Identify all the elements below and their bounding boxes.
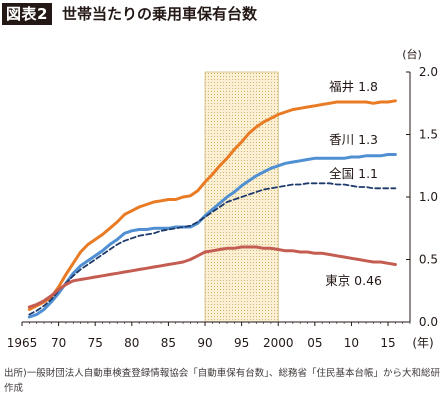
figure-number-badge: 図表2 — [2, 3, 52, 25]
series-line-1 — [27, 99, 397, 311]
series-line-2 — [27, 153, 397, 319]
x-tick-label: 10 — [344, 336, 359, 350]
series-label-2: 香川 1.3 — [329, 132, 378, 147]
source-note: 出所)一般財団法人自動車検査登録情報協会「自動車保有台数」、総務省「住民基本台帳… — [4, 368, 440, 394]
x-tick-label: 2000 — [263, 336, 294, 350]
y-tick-label: 1.5 — [419, 128, 438, 142]
x-tick-label: 95 — [234, 336, 249, 350]
series-label-3: 全国 1.1 — [329, 166, 378, 181]
x-tick-label: 70 — [51, 336, 66, 350]
figure-title: 世帯当たりの乗用車保有台数 — [62, 5, 258, 23]
figure-header: 図表2 世帯当たりの乗用車保有台数 — [0, 0, 445, 28]
x-tick-label: 75 — [88, 336, 103, 350]
series-label-4: 東京 0.46 — [325, 273, 382, 288]
x-tick-label: 1965 — [7, 336, 38, 350]
series-line-4 — [27, 245, 397, 309]
y-tick-label: 0.0 — [419, 315, 438, 329]
x-axis-label: (年) — [412, 336, 433, 350]
x-tick-label: 90 — [197, 336, 212, 350]
x-tick-label: 15 — [380, 336, 395, 350]
line-chart: 0.0 0.5 1.0 1.5 2.0 (台) 1965 70 75 80 85 90 95 2000 05… — [7, 47, 438, 350]
y-axis-label: (台) — [402, 47, 422, 61]
y-tick-label: 2.0 — [419, 65, 438, 79]
y-tick-label: 1.0 — [419, 190, 438, 204]
x-tick-label: 05 — [307, 336, 322, 350]
series-line-3 — [28, 182, 397, 316]
x-tick-label: 85 — [161, 336, 176, 350]
series-label-1: 福井 1.8 — [329, 79, 378, 94]
x-tick-label: 80 — [124, 336, 139, 350]
y-tick-label: 0.5 — [419, 253, 438, 267]
